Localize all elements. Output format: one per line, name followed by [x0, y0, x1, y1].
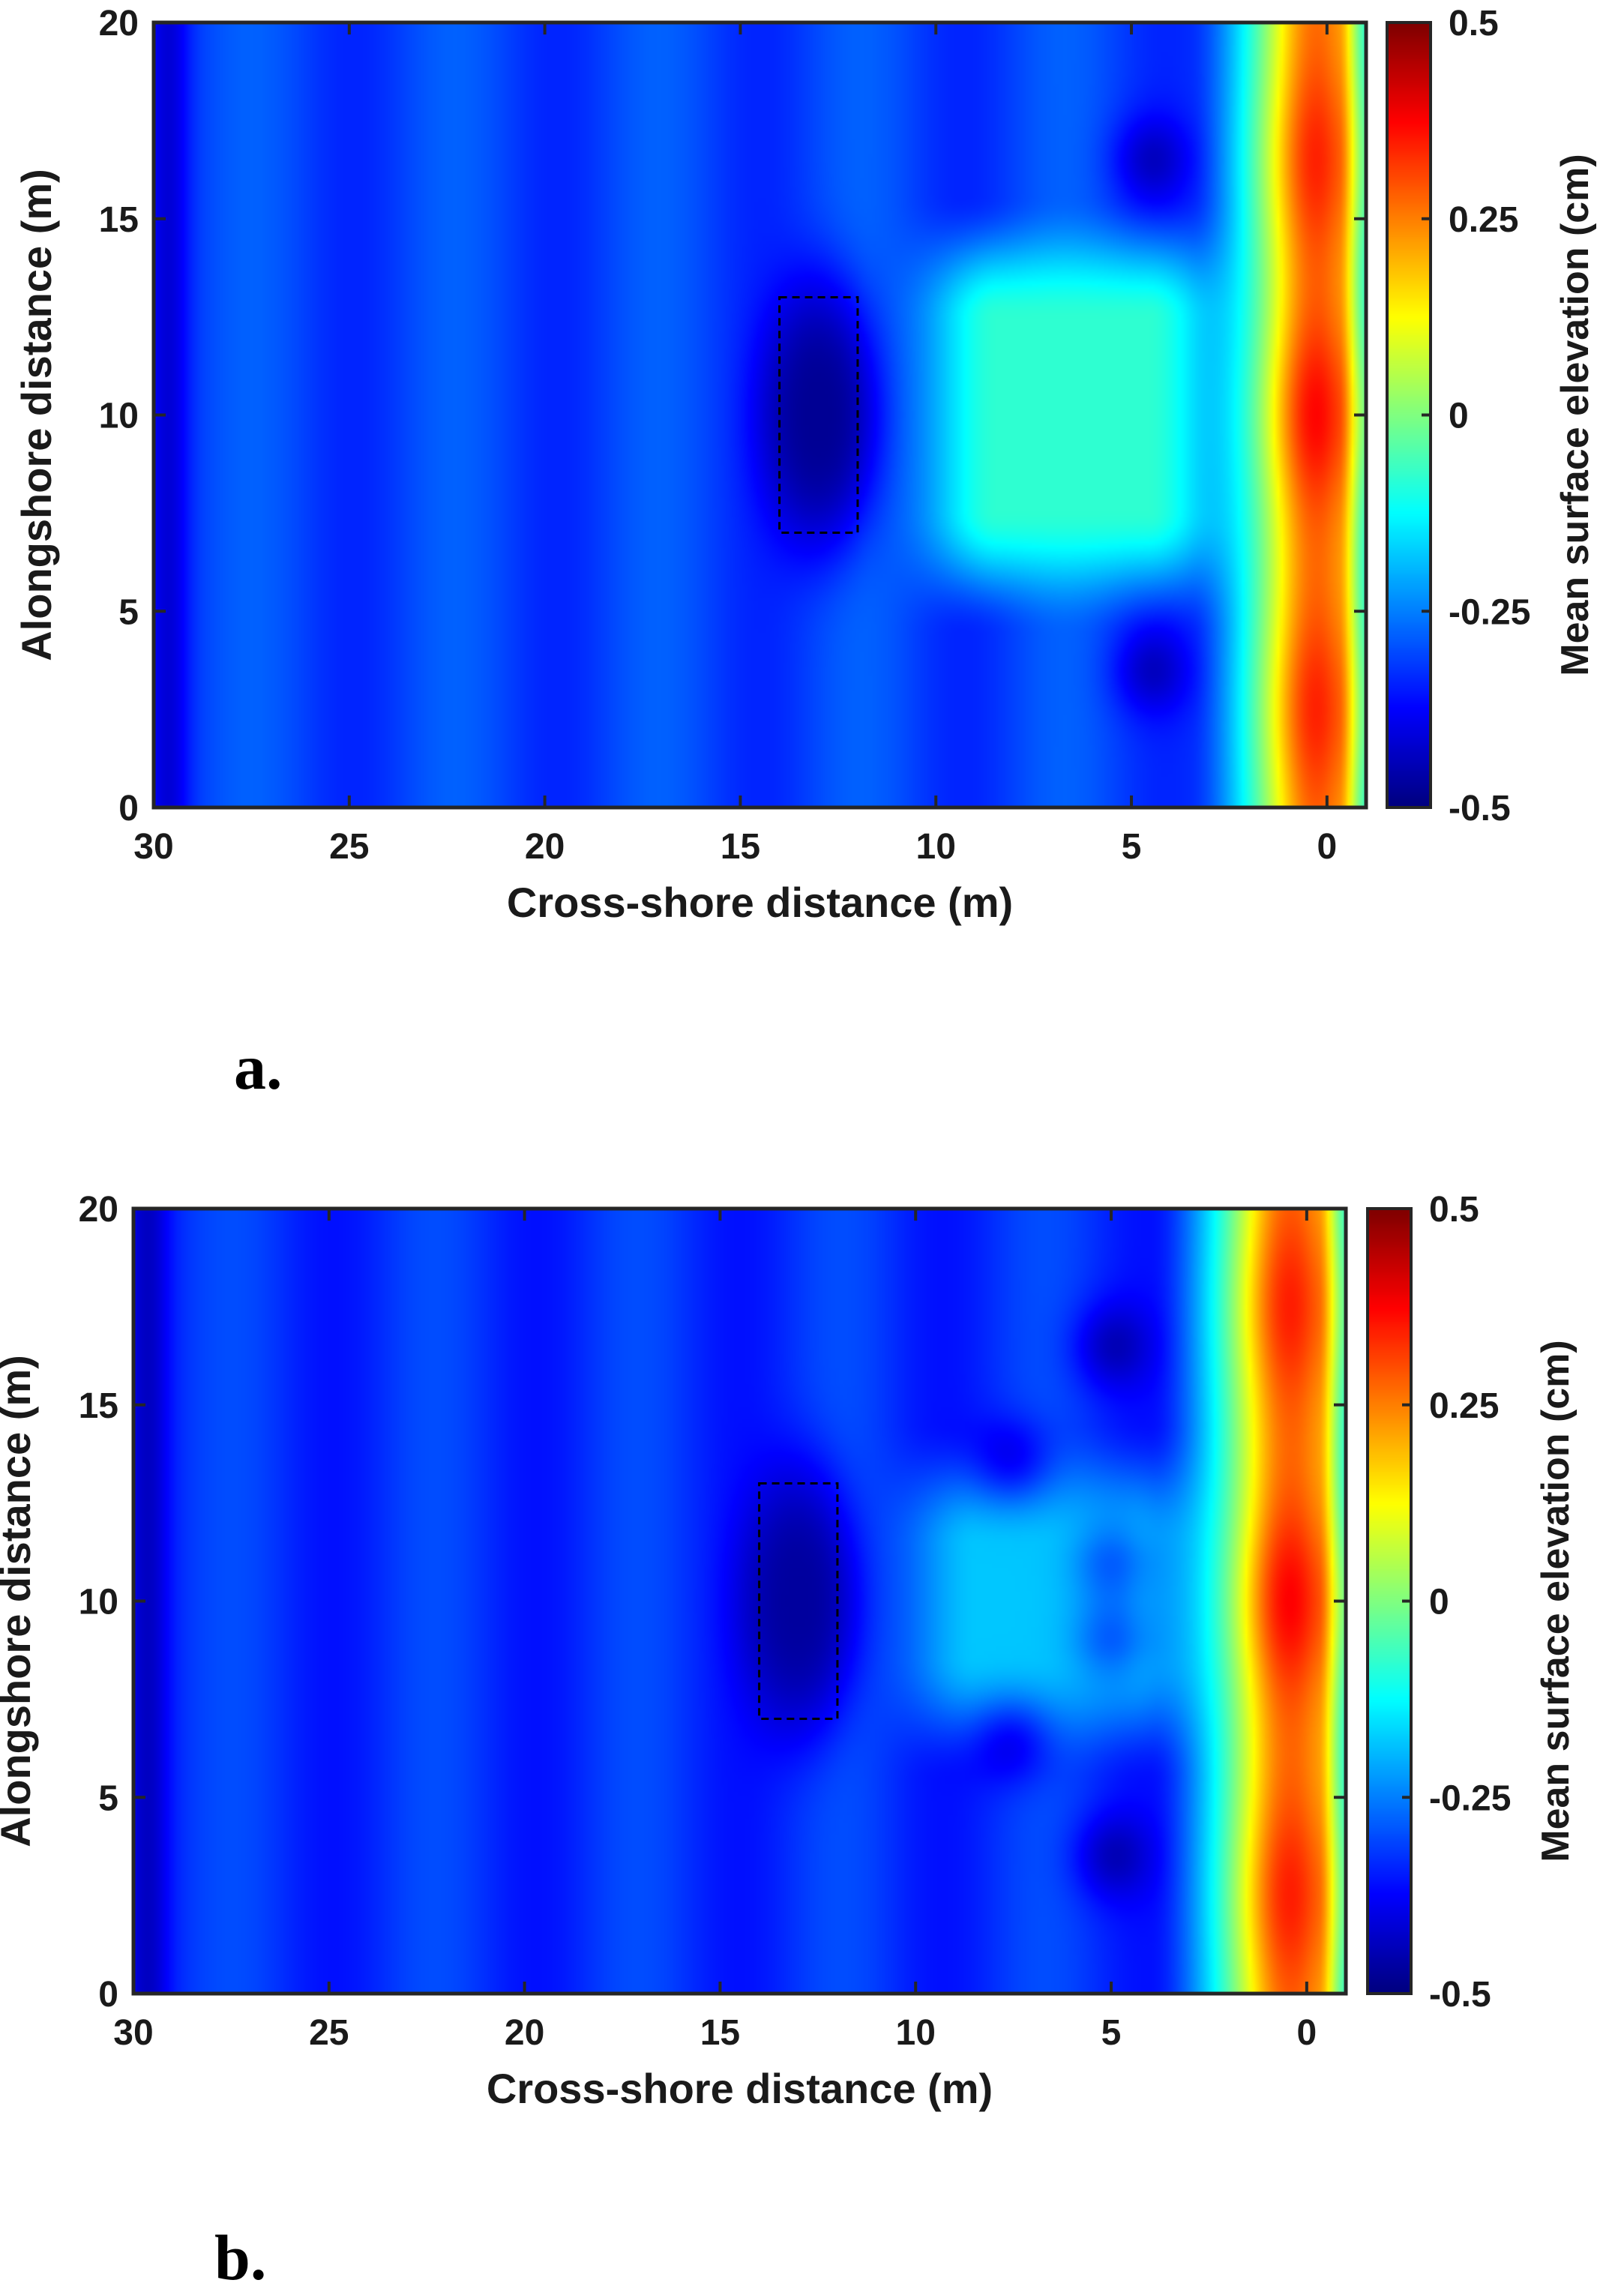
y-axis-label: Alongshore distance (m) — [0, 1355, 39, 1847]
structure-outline — [778, 295, 859, 535]
colorbar-tick-label: 0.5 — [1429, 1190, 1479, 1230]
y-tick-label: 15 — [79, 1386, 118, 1426]
x-tick-label: 25 — [309, 2013, 349, 2053]
x-tick-label: 15 — [721, 827, 760, 867]
x-tick-label: 20 — [525, 827, 565, 867]
heatmap-field — [154, 22, 1366, 807]
panel-label: a. — [234, 1031, 283, 1103]
x-tick-label: 15 — [700, 2013, 740, 2053]
colorbar-tick-label: 0 — [1449, 397, 1469, 436]
x-tick-label: 0 — [1317, 827, 1337, 867]
colorbar-tick-label: 0.5 — [1449, 4, 1499, 43]
x-tick-label: 5 — [1101, 2013, 1122, 2053]
x-tick-label: 25 — [329, 827, 369, 867]
colorbar-tick-label: -0.5 — [1449, 789, 1511, 828]
x-axis-label: Cross-shore distance (m) — [507, 879, 1013, 926]
x-tick-label: 10 — [916, 827, 956, 867]
panel-a: 30 25 20 15 10 5 0 0 5 10 15 20 Cross-shore distance… — [13, 4, 1597, 1103]
y-tick-label: 10 — [79, 1583, 118, 1622]
colorbar-tick-label: -0.25 — [1429, 1778, 1511, 1818]
y-tick-label: 0 — [118, 789, 139, 828]
x-tick-label: 30 — [133, 827, 173, 867]
colorbar-label: Mean surface elevation (cm) — [1534, 1340, 1578, 1862]
colorbar-label: Mean surface elevation (cm) — [1554, 154, 1597, 676]
y-tick-label: 0 — [98, 1975, 118, 2015]
x-tick-label: 5 — [1122, 827, 1142, 867]
colorbar-tick-label: -0.5 — [1429, 1975, 1491, 2015]
structure-outline — [758, 1482, 839, 1721]
colorbar-tick-label: 0 — [1429, 1583, 1449, 1622]
y-tick-label: 10 — [99, 397, 139, 436]
y-tick-label: 20 — [79, 1190, 118, 1230]
panel-label: b. — [214, 2222, 266, 2289]
colorbar-tick-label: 0.25 — [1449, 200, 1518, 240]
y-tick-label: 15 — [99, 200, 139, 240]
x-tick-label: 10 — [896, 2013, 936, 2053]
x-tick-label: 20 — [505, 2013, 544, 2053]
y-axis-label: Alongshore distance (m) — [13, 169, 60, 661]
y-tick-label: 5 — [118, 592, 139, 632]
heatmap-field — [133, 1209, 1346, 1994]
colorbar-tick-label: 0.25 — [1429, 1386, 1499, 1426]
x-tick-label: 30 — [113, 2013, 153, 2053]
x-axis-label: Cross-shore distance (m) — [487, 2065, 993, 2112]
panel-b: 30 25 20 15 10 5 0 0 5 10 15 20 Cross-shore distance… — [0, 1190, 1578, 2289]
y-tick-label: 20 — [99, 4, 139, 43]
x-tick-label: 0 — [1296, 2013, 1317, 2053]
y-tick-label: 5 — [98, 1778, 118, 1818]
colorbar-tick-label: -0.25 — [1449, 592, 1530, 632]
